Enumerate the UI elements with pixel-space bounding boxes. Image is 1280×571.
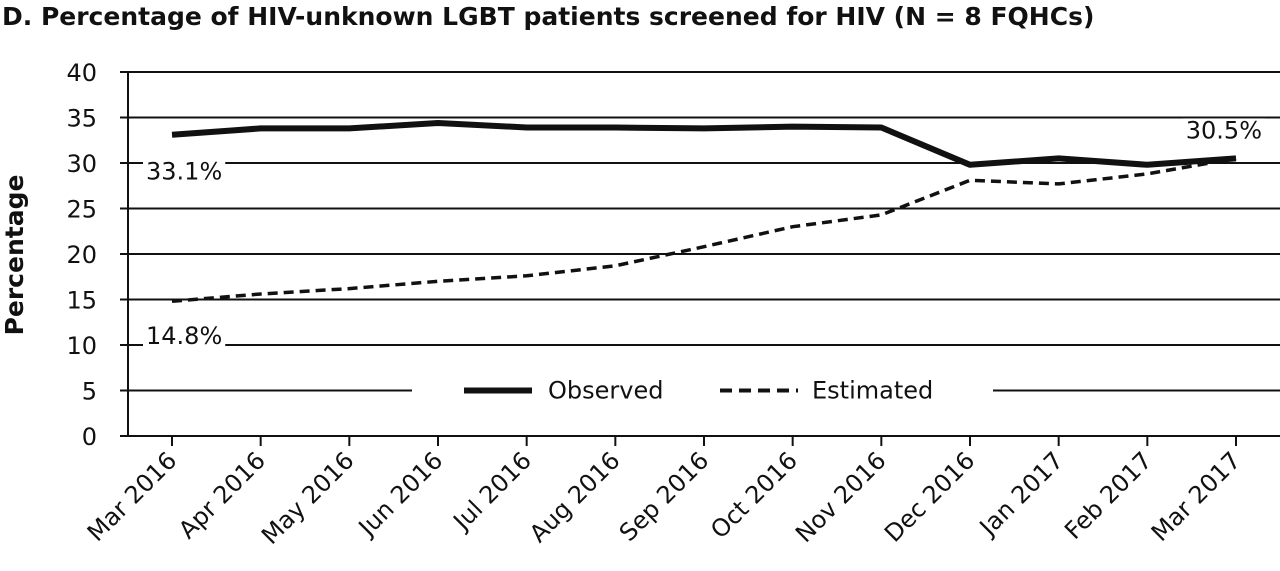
data-label: 14.8% xyxy=(143,322,226,351)
data-label: 33.1% xyxy=(143,157,226,186)
data-label-text: 30.5% xyxy=(1186,116,1262,144)
data-label-bg xyxy=(143,324,226,351)
series-line-observed xyxy=(171,120,1237,168)
legend-label-estimated: Estimated xyxy=(812,377,933,405)
y-tick-label: 15 xyxy=(66,287,97,315)
x-tick-label: Oct 2016 xyxy=(705,446,803,544)
y-tick-label: 40 xyxy=(66,59,97,87)
y-tick-label: 20 xyxy=(66,241,97,269)
x-tick-label: May 2016 xyxy=(256,446,359,549)
x-tick-label: Feb 2017 xyxy=(1059,446,1157,544)
y-tick-label: 5 xyxy=(82,378,97,406)
legend: Observed Estimated xyxy=(464,377,933,405)
data-label-text: 33.1% xyxy=(146,157,222,185)
x-tick-label: Jun 2016 xyxy=(352,446,448,542)
data-label: 30.5% xyxy=(1182,116,1265,145)
gridlines xyxy=(128,71,1280,392)
data-label-text: 14.8% xyxy=(146,322,222,350)
x-tick-label: Aug 2016 xyxy=(524,446,626,548)
y-tick-label: 30 xyxy=(66,150,97,178)
y-tick-label: 10 xyxy=(66,332,97,360)
x-tick-label: Sep 2016 xyxy=(614,446,714,546)
x-tick-label: Mar 2016 xyxy=(82,446,182,546)
chart-title: D. Percentage of HIV-unknown LGBT patien… xyxy=(2,2,1094,31)
x-tick-label: Dec 2016 xyxy=(879,446,980,547)
data-label-bg xyxy=(143,159,226,186)
data-label-bg xyxy=(1182,118,1265,145)
axes xyxy=(120,71,1280,446)
x-tick-label: Jul 2016 xyxy=(447,446,537,536)
series-line-estimated xyxy=(171,156,1237,304)
series xyxy=(171,120,1237,304)
y-tick-label: 25 xyxy=(66,196,97,224)
annotations: 33.1% 14.8% 30.5% xyxy=(143,116,1265,351)
x-tick-label: Jan 2017 xyxy=(973,446,1069,542)
y-tick-label: 35 xyxy=(66,105,97,133)
y-tick-label: 0 xyxy=(82,423,97,451)
x-tick-label: Nov 2016 xyxy=(790,446,892,548)
legend-label-observed: Observed xyxy=(548,377,663,405)
x-tick-label: Mar 2017 xyxy=(1146,446,1246,546)
y-tick-labels: 0 5 10 15 20 25 30 35 40 xyxy=(66,59,97,451)
y-axis-label: Percentage xyxy=(0,175,29,336)
